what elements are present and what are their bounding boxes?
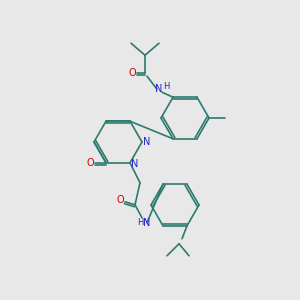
Text: H: H bbox=[137, 218, 143, 227]
Text: O: O bbox=[128, 68, 136, 78]
Text: H: H bbox=[163, 82, 169, 91]
Text: O: O bbox=[86, 158, 94, 168]
Text: N: N bbox=[155, 84, 163, 94]
Text: N: N bbox=[143, 137, 151, 147]
Text: O: O bbox=[116, 195, 124, 205]
Text: N: N bbox=[131, 159, 139, 169]
Text: N: N bbox=[143, 218, 151, 228]
